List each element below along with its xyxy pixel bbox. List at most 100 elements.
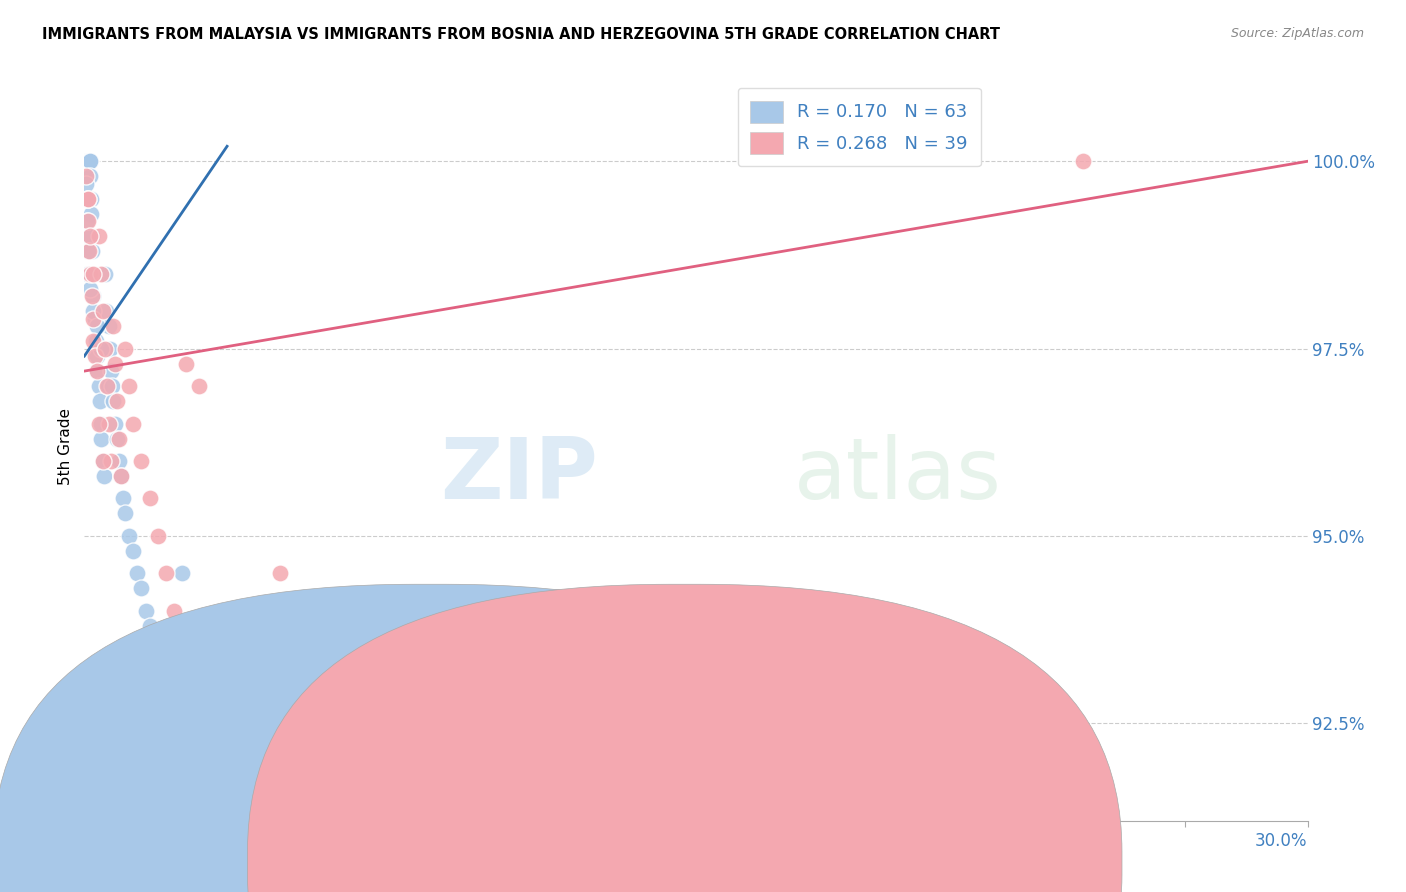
Point [83, 311, 105, 326]
Point [82, 244, 104, 259]
Point [79, 154, 101, 169]
Point [146, 529, 169, 543]
Point [104, 417, 127, 431]
Point [138, 619, 160, 633]
Point [80, 192, 103, 206]
Point [87, 379, 110, 393]
Point [150, 679, 173, 693]
Point [82, 267, 104, 281]
Text: 30.0%: 30.0% [1256, 832, 1308, 850]
Legend: R = 0.170   N = 63, R = 0.268   N = 39: R = 0.170 N = 63, R = 0.268 N = 39 [738, 88, 980, 166]
Point [118, 529, 141, 543]
Point [187, 379, 209, 393]
Point [94, 304, 117, 318]
Point [97, 319, 120, 334]
Point [97, 379, 120, 393]
Text: Immigrants from Malaysia: Immigrants from Malaysia [453, 855, 652, 870]
Point [79, 154, 101, 169]
Point [76, 154, 98, 169]
Point [101, 394, 124, 409]
Point [79, 282, 101, 296]
Point [110, 469, 132, 483]
Point [118, 379, 141, 393]
Text: Immigrants from Bosnia and Herzegovina: Immigrants from Bosnia and Herzegovina [706, 855, 1025, 870]
Point [112, 491, 135, 506]
Point [90, 267, 112, 281]
Point [131, 582, 153, 596]
Point [174, 357, 197, 371]
Point [83, 349, 105, 363]
Point [75, 177, 97, 191]
Point [87, 229, 110, 244]
Point [86, 364, 108, 378]
Point [108, 454, 131, 468]
Point [114, 342, 136, 356]
Point [86, 364, 108, 378]
Point [77, 244, 100, 259]
Point [105, 394, 128, 409]
Point [100, 364, 122, 378]
Point [93, 267, 115, 281]
Point [146, 657, 169, 671]
Point [77, 214, 100, 228]
Point [127, 566, 149, 581]
Point [142, 641, 165, 656]
Point [96, 342, 118, 356]
Point [110, 469, 132, 483]
Point [86, 319, 108, 334]
Point [77, 244, 100, 259]
Point [80, 207, 103, 221]
Point [91, 304, 114, 318]
Text: 0.0%: 0.0% [84, 832, 127, 850]
Point [114, 507, 136, 521]
Point [77, 192, 100, 206]
Point [104, 357, 127, 371]
Point [79, 169, 101, 184]
Point [155, 694, 177, 708]
Point [100, 454, 122, 468]
Point [86, 349, 108, 363]
Point [155, 566, 177, 581]
Point [91, 454, 114, 468]
Text: Source: ZipAtlas.com: Source: ZipAtlas.com [1230, 27, 1364, 40]
Point [1073, 154, 1095, 169]
Text: IMMIGRANTS FROM MALAYSIA VS IMMIGRANTS FROM BOSNIA AND HERZEGOVINA 5TH GRADE COR: IMMIGRANTS FROM MALAYSIA VS IMMIGRANTS F… [42, 27, 1000, 42]
Point [91, 454, 114, 468]
Point [122, 544, 145, 558]
Point [82, 289, 104, 303]
Point [82, 267, 104, 281]
Point [75, 169, 97, 184]
Text: atlas: atlas [794, 434, 1002, 517]
Point [75, 161, 97, 176]
Point [131, 454, 153, 468]
Point [108, 432, 131, 446]
Point [82, 304, 104, 318]
Point [77, 154, 100, 169]
Point [77, 154, 100, 169]
Point [97, 417, 120, 431]
Point [79, 267, 101, 281]
Point [80, 229, 103, 244]
Point [269, 566, 291, 581]
Point [93, 342, 115, 356]
Point [76, 229, 98, 244]
Point [90, 432, 112, 446]
Point [101, 319, 124, 334]
Point [101, 379, 124, 393]
Point [87, 417, 110, 431]
Point [76, 214, 98, 228]
Point [84, 334, 107, 348]
Point [82, 334, 104, 348]
Point [77, 154, 100, 169]
Point [122, 417, 145, 431]
Point [96, 379, 118, 393]
Point [76, 154, 98, 169]
Text: ZIP: ZIP [440, 434, 598, 517]
Point [77, 154, 100, 169]
Point [89, 394, 111, 409]
Point [76, 192, 98, 206]
Point [93, 469, 115, 483]
Point [163, 604, 186, 618]
Point [77, 267, 100, 281]
Point [163, 708, 186, 723]
